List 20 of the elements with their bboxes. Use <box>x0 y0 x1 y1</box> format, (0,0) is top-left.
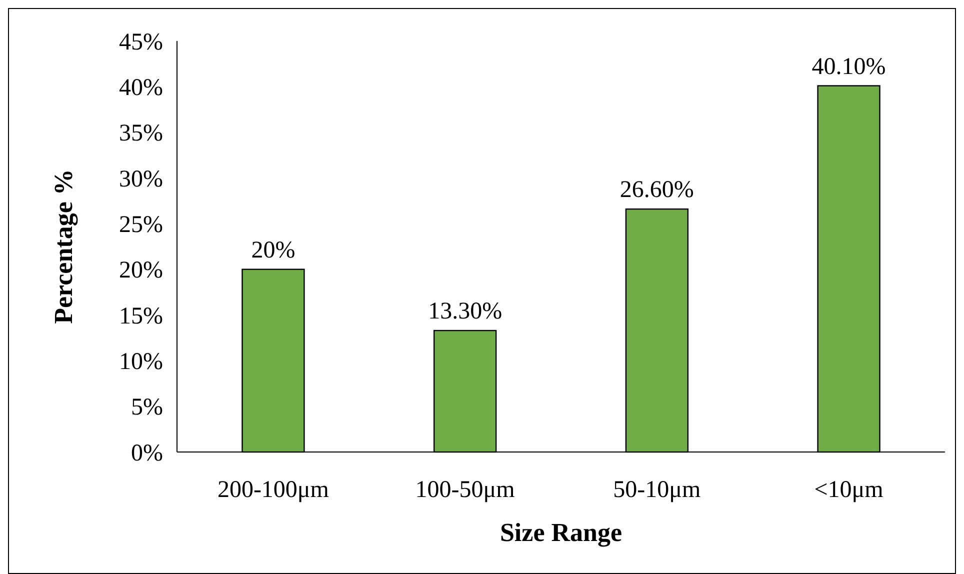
y-tick-label: 40% <box>119 75 163 102</box>
data-label: 26.60% <box>620 177 694 204</box>
y-tick-label: 15% <box>119 303 163 330</box>
y-tick-label: 10% <box>119 349 163 376</box>
x-tick-label: 50-10μm <box>613 477 702 503</box>
data-label: 13.30% <box>428 298 502 325</box>
y-tick-label: 5% <box>131 394 163 421</box>
y-tick-label: 45% <box>119 29 163 56</box>
y-tick-label: 35% <box>119 120 163 147</box>
x-tick-label: 100-50μm <box>415 477 516 503</box>
y-tick-label: 30% <box>119 166 163 192</box>
y-tick-label: 0% <box>131 440 163 466</box>
x-tick-label: <10μm <box>814 477 884 503</box>
x-axis-title: Size Range <box>500 518 622 547</box>
data-label: 40.10% <box>812 54 886 80</box>
x-tick-label: 200-100μm <box>217 477 330 503</box>
data-label: 20% <box>251 237 296 264</box>
y-tick-label: 25% <box>119 212 163 238</box>
y-tick-label: 20% <box>119 258 163 284</box>
y-axis-title: Percentage % <box>49 169 78 324</box>
